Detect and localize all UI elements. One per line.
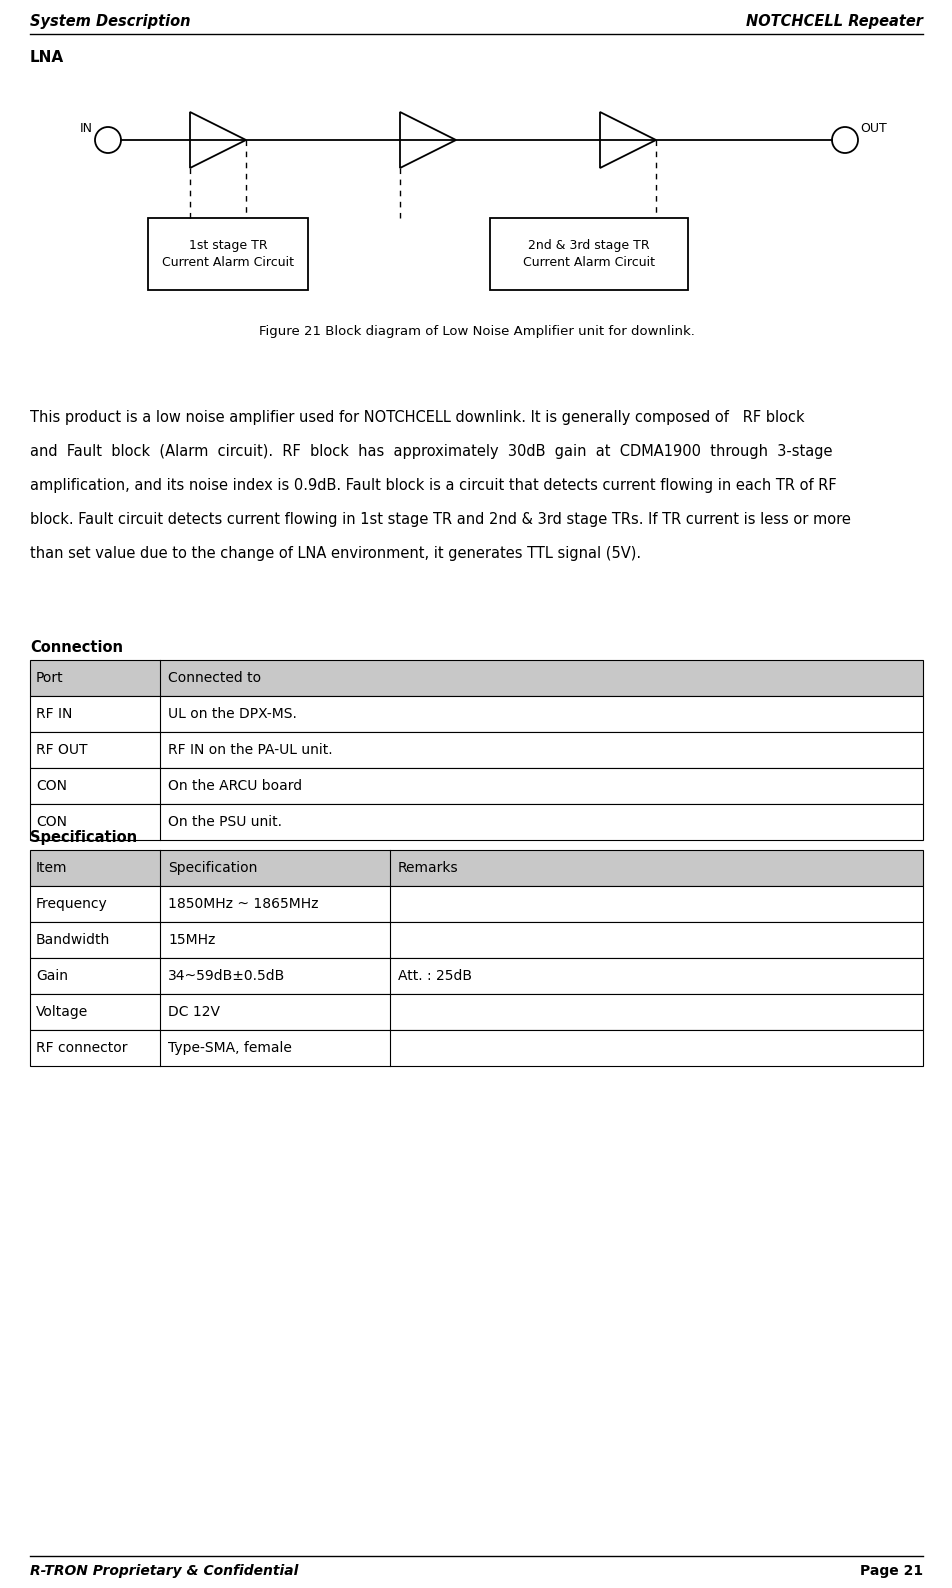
Text: LNA: LNA — [30, 49, 64, 65]
Text: RF connector: RF connector — [36, 1042, 128, 1054]
Text: RF IN on the PA-UL unit.: RF IN on the PA-UL unit. — [168, 743, 332, 757]
Bar — [489, 218, 687, 291]
Text: Gain: Gain — [36, 969, 68, 983]
Text: IN: IN — [80, 122, 93, 135]
Text: Specification: Specification — [168, 861, 257, 875]
Text: 15MHz: 15MHz — [168, 934, 215, 946]
Bar — [30, 804, 922, 840]
Text: CON: CON — [36, 815, 67, 829]
Text: On the PSU unit.: On the PSU unit. — [168, 815, 282, 829]
Text: RF IN: RF IN — [36, 707, 72, 721]
Bar — [30, 769, 922, 804]
Bar — [30, 696, 922, 732]
Text: Connection: Connection — [30, 640, 123, 654]
Text: block. Fault circuit detects current flowing in 1st stage TR and 2nd & 3rd stage: block. Fault circuit detects current flo… — [30, 511, 850, 527]
Text: RF OUT: RF OUT — [36, 743, 88, 757]
Text: Current Alarm Circuit: Current Alarm Circuit — [162, 257, 293, 270]
Text: Current Alarm Circuit: Current Alarm Circuit — [523, 257, 654, 270]
Text: UL on the DPX-MS.: UL on the DPX-MS. — [168, 707, 297, 721]
Text: Voltage: Voltage — [36, 1005, 89, 1019]
Bar — [30, 732, 922, 769]
Text: 1st stage TR: 1st stage TR — [188, 238, 267, 251]
Bar — [30, 886, 922, 923]
Text: OUT: OUT — [859, 122, 885, 135]
Text: Item: Item — [36, 861, 68, 875]
Text: DC 12V: DC 12V — [168, 1005, 220, 1019]
Text: NOTCHCELL Repeater: NOTCHCELL Repeater — [745, 14, 922, 29]
Text: than set value due to the change of LNA environment, it generates TTL signal (5V: than set value due to the change of LNA … — [30, 546, 641, 561]
Text: Type-SMA, female: Type-SMA, female — [168, 1042, 291, 1054]
Bar — [30, 958, 922, 994]
Text: On the ARCU board: On the ARCU board — [168, 780, 302, 792]
Text: Specification: Specification — [30, 831, 137, 845]
Text: 34~59dB±0.5dB: 34~59dB±0.5dB — [168, 969, 285, 983]
Text: Att. : 25dB: Att. : 25dB — [398, 969, 471, 983]
Text: Bandwidth: Bandwidth — [36, 934, 110, 946]
Bar — [30, 850, 922, 886]
Text: Remarks: Remarks — [398, 861, 458, 875]
Bar — [30, 994, 922, 1031]
Text: and  Fault  block  (Alarm  circuit).  RF  block  has  approximately  30dB  gain : and Fault block (Alarm circuit). RF bloc… — [30, 445, 832, 459]
Text: 2nd & 3rd stage TR: 2nd & 3rd stage TR — [527, 238, 649, 251]
Text: Figure 21 Block diagram of Low Noise Amplifier unit for downlink.: Figure 21 Block diagram of Low Noise Amp… — [258, 326, 694, 338]
Text: Frequency: Frequency — [36, 897, 108, 912]
Bar — [30, 1031, 922, 1066]
Bar — [30, 923, 922, 958]
Text: Port: Port — [36, 672, 64, 684]
Text: This product is a low noise amplifier used for NOTCHCELL downlink. It is general: This product is a low noise amplifier us… — [30, 410, 803, 426]
Text: System Description: System Description — [30, 14, 190, 29]
Text: CON: CON — [36, 780, 67, 792]
Text: 1850MHz ~ 1865MHz: 1850MHz ~ 1865MHz — [168, 897, 318, 912]
Text: amplification, and its noise index is 0.9dB. Fault block is a circuit that detec: amplification, and its noise index is 0.… — [30, 478, 836, 492]
Text: Page 21: Page 21 — [859, 1564, 922, 1578]
Bar — [148, 218, 307, 291]
Text: Connected to: Connected to — [168, 672, 261, 684]
Bar — [30, 661, 922, 696]
Text: R-TRON Proprietary & Confidential: R-TRON Proprietary & Confidential — [30, 1564, 298, 1578]
